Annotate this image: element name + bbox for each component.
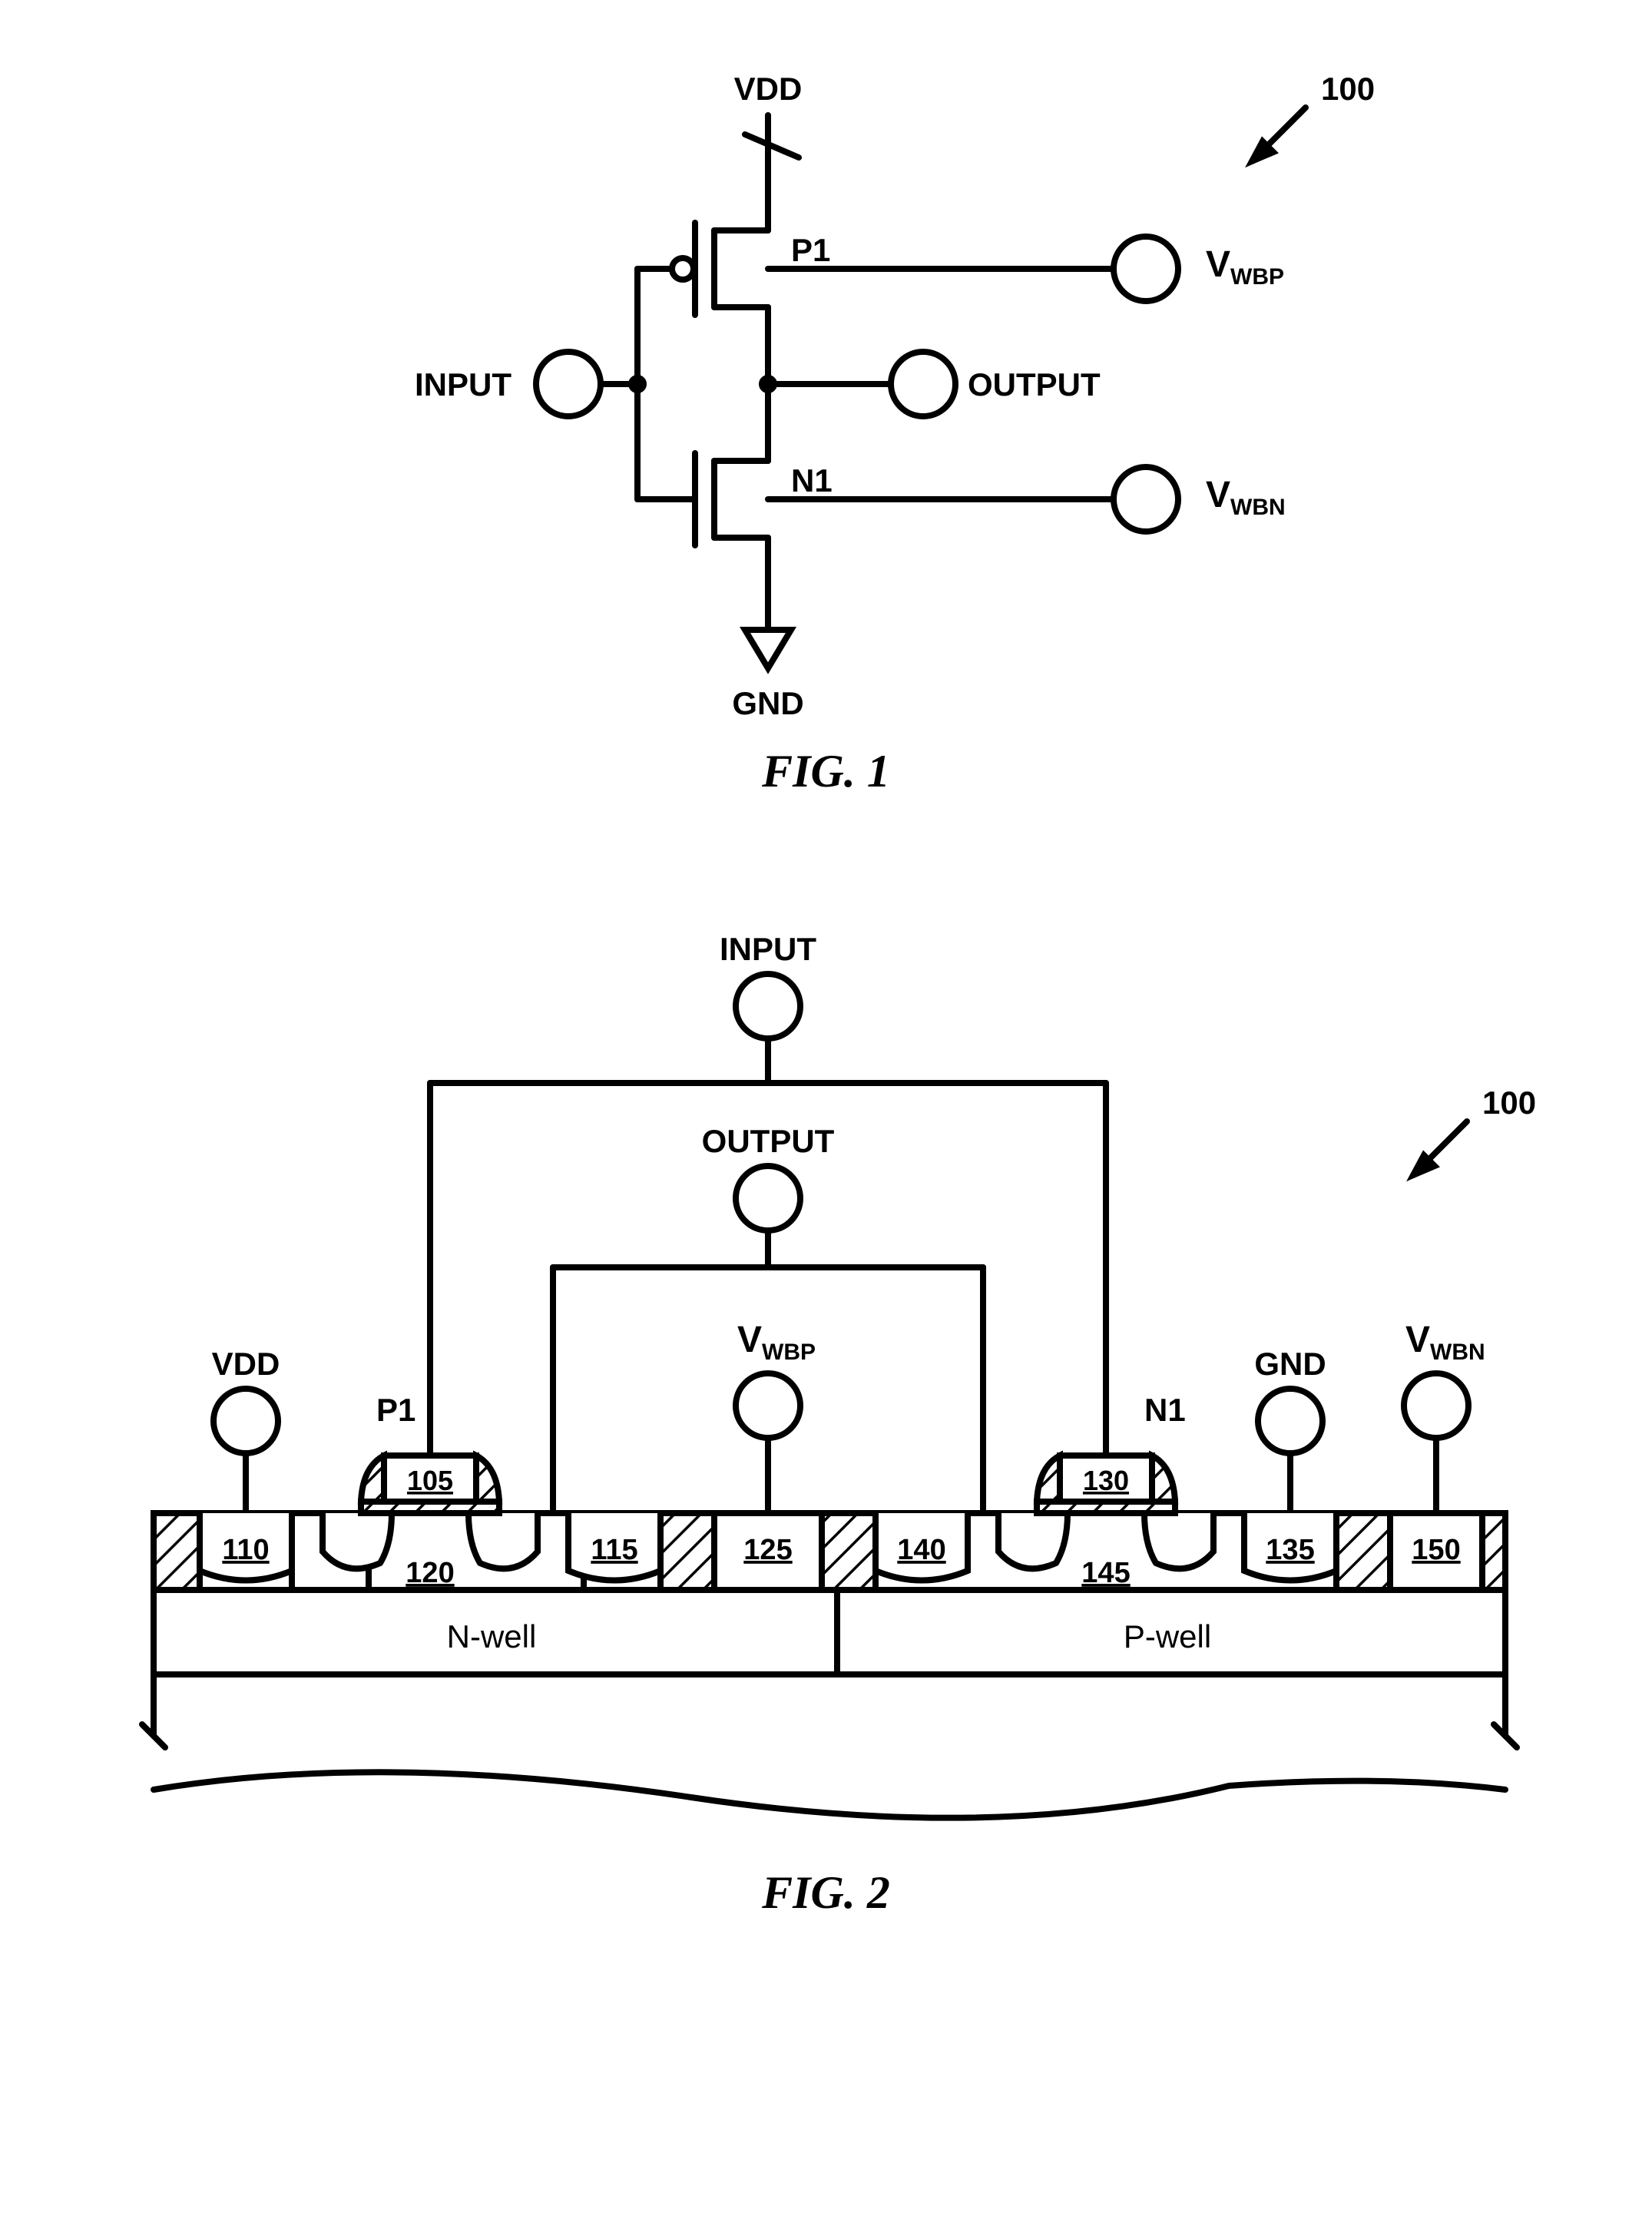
output-label-fig2: OUTPUT [702,1123,835,1159]
gnd-label: GND [732,685,803,721]
gnd-terminal-fig2 [1258,1389,1323,1453]
input-label-fig2: INPUT [720,931,816,967]
region-130: 130 [1083,1465,1129,1496]
pmos-p1: P1 VWBP [637,215,1284,384]
region-120: 120 [406,1557,454,1589]
n1-label: N1 [791,462,833,498]
gate-p1-105: 105 [361,1456,499,1513]
p1-label: P1 [791,232,830,268]
region-110: 110 [222,1534,269,1566]
region-135: 135 [1266,1534,1314,1566]
n1-label-fig2: N1 [1144,1392,1186,1428]
region-125: 125 [743,1534,792,1566]
output-label: OUTPUT [968,366,1101,402]
region-140: 140 [897,1534,945,1566]
region-115: 115 [591,1534,637,1566]
sti-3 [822,1513,876,1590]
fig1-caption: FIG. 1 [0,745,1652,798]
input-label: INPUT [415,366,511,402]
sti-left [154,1513,200,1590]
vwbn-label-fig2: VWBN [1405,1320,1485,1365]
fig2-caption: FIG. 2 [0,1866,1652,1919]
input-terminal-fig1: INPUT [415,269,637,499]
vwbp-label-fig2: VWBP [737,1320,816,1365]
region-105: 105 [407,1465,453,1496]
vdd-label: VDD [734,71,803,107]
vwbn-terminal-fig2: VWBN [1404,1320,1485,1513]
output-terminal-fig1: OUTPUT [768,352,1101,416]
gnd-label-fig2: GND [1254,1346,1326,1382]
gnd-symbol: GND [732,630,803,721]
sti-4 [1336,1513,1390,1590]
vwbp-label: VWBP [1206,244,1284,290]
ref-arrow-100-fig1: 100 [1252,71,1375,161]
p1-label-fig2: P1 [376,1392,415,1428]
input-terminal-fig2 [736,974,800,1038]
vdd-terminal-fig2 [214,1389,278,1453]
sti-2 [660,1513,714,1590]
ref-number-fig1: 100 [1321,71,1375,107]
ref-arrow-100-fig2: 100 [1413,1085,1536,1175]
vdd-label-fig2: VDD [212,1346,280,1382]
vwbn-terminal [1114,467,1178,532]
gate-n1-130: 130 [1037,1456,1175,1513]
pwell-label: P-well [1124,1618,1211,1654]
page-container: 100 VDD P1 [0,0,1652,2229]
nwell-label: N-well [447,1618,537,1654]
ref-number-fig2: 100 [1482,1085,1536,1121]
vwbn-label: VWBN [1206,475,1286,520]
vwbp-terminal [1114,237,1178,301]
region-145: 145 [1081,1557,1130,1589]
output-terminal-fig2 [736,1166,800,1230]
region-150: 150 [1412,1534,1460,1566]
vwbp-terminal-fig2: VWBP [736,1320,816,1513]
nmos-n1: N1 VWBN [637,384,1286,630]
sti-right [1482,1513,1505,1590]
figure-2-svg: 100 INPUT OUTPUT VDD VWBP [0,883,1652,2035]
